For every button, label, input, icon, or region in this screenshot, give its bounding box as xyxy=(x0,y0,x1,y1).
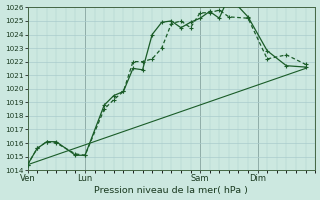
X-axis label: Pression niveau de la mer( hPa ): Pression niveau de la mer( hPa ) xyxy=(94,186,248,195)
